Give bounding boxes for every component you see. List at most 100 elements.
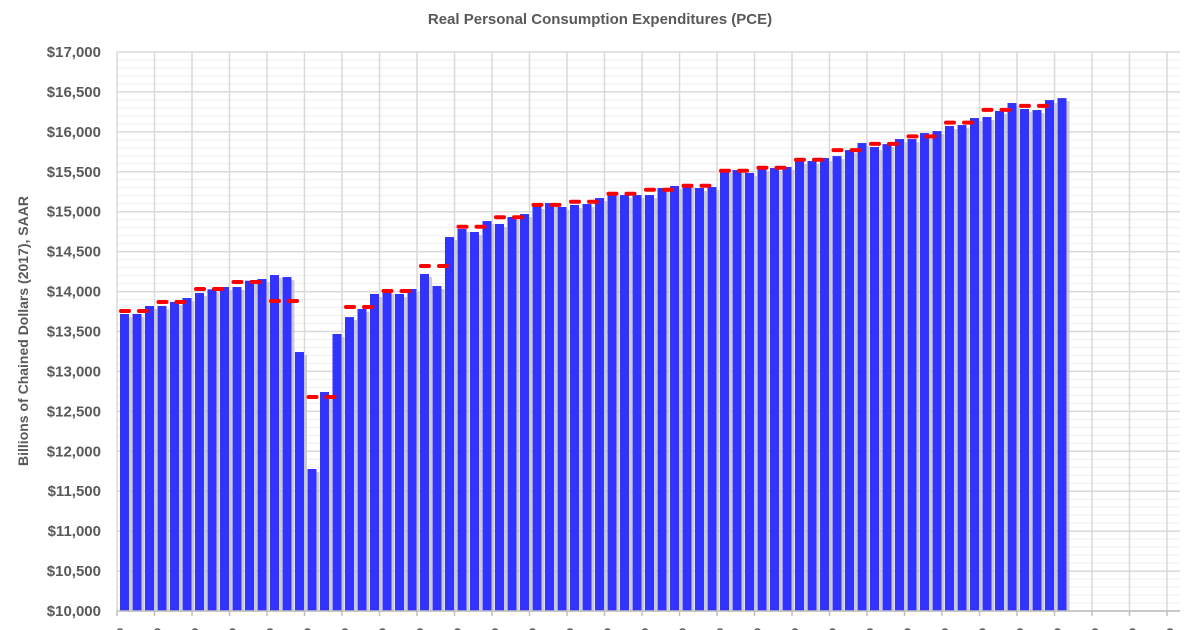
bar — [307, 469, 317, 611]
y-tick-label: $11,500 — [48, 483, 101, 500]
bar — [482, 221, 492, 612]
bar — [732, 170, 742, 611]
x-tick-label-fragment — [154, 628, 161, 630]
bar-shadow — [1016, 106, 1020, 611]
bar-shadow — [291, 280, 295, 611]
bar — [1032, 110, 1042, 611]
bar — [320, 392, 329, 611]
bar — [582, 204, 592, 611]
bar-shadow — [704, 190, 707, 612]
bar — [607, 193, 617, 611]
x-axis — [116, 610, 1180, 630]
bar — [595, 198, 604, 611]
bar-shadow — [491, 224, 495, 612]
bar-shadow — [654, 198, 657, 611]
bar — [620, 195, 629, 611]
x-tick-label-fragment — [1054, 628, 1061, 630]
bar — [495, 224, 504, 612]
bar-shadow — [854, 153, 857, 611]
bar — [1007, 103, 1017, 611]
y-tick-label: $10,000 — [47, 603, 101, 620]
bar — [807, 161, 817, 611]
bar-shadow — [329, 395, 332, 611]
bar — [432, 285, 442, 611]
bar-shadow — [216, 292, 220, 611]
bar-shadow — [341, 336, 345, 611]
bar — [257, 279, 267, 611]
bar — [182, 298, 192, 611]
bar-shadow — [591, 207, 595, 611]
bar — [932, 131, 942, 611]
bar — [645, 195, 654, 611]
y-tick-label: $12,000 — [47, 443, 101, 460]
x-tick-label-fragment — [716, 628, 724, 630]
bar — [895, 139, 904, 611]
bar-shadow — [404, 296, 407, 611]
bar-shadow — [516, 219, 520, 611]
x-tick-label-fragment — [1129, 628, 1136, 630]
bar — [370, 293, 379, 611]
bar-shadow — [241, 290, 245, 611]
y-tick-label: $17,000 — [47, 44, 101, 61]
y-tick-label: $14,500 — [47, 244, 101, 261]
bar — [820, 158, 829, 611]
bar-shadow — [829, 161, 832, 611]
bar — [470, 231, 479, 612]
bar — [532, 206, 542, 611]
bar-shadow — [904, 142, 907, 611]
bar — [420, 274, 429, 611]
bar — [832, 156, 842, 611]
bar — [757, 168, 767, 611]
bar — [382, 291, 392, 611]
bar-shadow — [1066, 101, 1070, 611]
bar — [782, 166, 792, 611]
bar-shadow — [741, 173, 745, 611]
bar — [545, 203, 554, 611]
x-tick-label-fragment — [829, 628, 836, 630]
bar-shadow — [366, 311, 370, 611]
bar-shadow — [154, 309, 157, 611]
bar — [707, 187, 717, 611]
bar — [395, 293, 404, 611]
bar — [845, 150, 854, 611]
y-tick-label: $14,000 — [47, 284, 101, 301]
bar-shadow — [604, 201, 607, 611]
bar — [657, 187, 667, 612]
bar-shadow — [616, 196, 620, 611]
bar — [632, 195, 642, 611]
bar — [570, 205, 579, 611]
bar — [870, 147, 879, 611]
bar — [695, 187, 704, 612]
bar-shadow — [641, 198, 645, 611]
y-tick-label: $15,500 — [47, 164, 101, 181]
x-tick-label-fragment — [979, 628, 986, 630]
y-tick-label: $16,000 — [47, 124, 101, 141]
bar-shadow — [816, 164, 820, 611]
bar-shadow — [1041, 113, 1045, 611]
bar-shadow — [691, 187, 695, 612]
x-tick-label-fragment — [416, 628, 424, 630]
x-tick-label-fragment — [941, 628, 949, 630]
bar — [245, 280, 254, 611]
bar-shadow — [441, 288, 445, 611]
bar — [345, 317, 354, 611]
bar — [357, 308, 367, 611]
x-tick-label-fragment — [191, 628, 199, 630]
bar-shadow — [991, 120, 995, 611]
y-axis-label: Billions of Chained Dollars (2017), SAAR — [15, 196, 31, 466]
bar — [457, 229, 467, 612]
bar-shadow — [791, 169, 795, 611]
bar — [295, 352, 304, 611]
bar — [170, 301, 179, 611]
x-tick-label-fragment — [566, 628, 574, 630]
bar — [232, 287, 242, 611]
bar — [132, 313, 142, 611]
bar-shadow — [1054, 103, 1057, 611]
y-tick-label: $11,000 — [48, 523, 101, 540]
x-tick-label-fragment — [491, 628, 499, 630]
x-tick-label-fragment — [304, 628, 311, 630]
bar — [445, 237, 454, 612]
bar — [920, 133, 929, 611]
bar — [120, 314, 129, 611]
bar-shadow — [1004, 114, 1007, 611]
